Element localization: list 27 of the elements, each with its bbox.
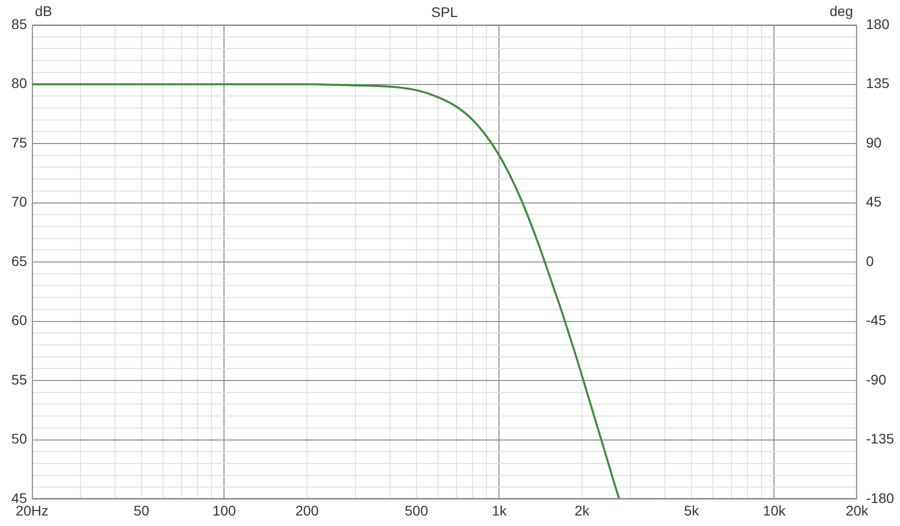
x-tick-label: 1k bbox=[492, 502, 508, 518]
y2-tick-label: 0 bbox=[866, 252, 874, 269]
x-tick-label: 500 bbox=[404, 502, 428, 518]
x-tick-label: 2k bbox=[574, 502, 590, 518]
x-tick-label: 50 bbox=[134, 502, 150, 518]
y2-tick-label: -90 bbox=[866, 371, 886, 388]
y-tick-label: 85 bbox=[11, 16, 28, 32]
x-tick-label: 200 bbox=[295, 502, 319, 518]
y2-axis-title: deg bbox=[830, 2, 853, 19]
y2-tick-label: 90 bbox=[866, 134, 882, 150]
y-axis-title: dB bbox=[35, 2, 52, 19]
y2-tick-label: -135 bbox=[866, 430, 894, 447]
y2-tick-label: -45 bbox=[866, 312, 886, 328]
x-tick-label: 10k bbox=[762, 502, 786, 518]
y2-tick-label: 135 bbox=[866, 75, 890, 92]
y-tick-label: 55 bbox=[11, 371, 28, 388]
y-tick-label: 60 bbox=[11, 312, 28, 328]
y-tick-label: 50 bbox=[11, 430, 28, 447]
chart-title: SPL bbox=[431, 4, 458, 20]
y-tick-label: 80 bbox=[11, 75, 28, 92]
y-tick-label: 70 bbox=[11, 194, 28, 210]
y-tick-label: 75 bbox=[11, 134, 28, 150]
y2-tick-label: 180 bbox=[866, 16, 890, 32]
x-tick-label: 100 bbox=[212, 502, 236, 518]
y-tick-label: 65 bbox=[11, 252, 28, 269]
y2-tick-label: 45 bbox=[866, 194, 882, 210]
x-tick-label: 5k bbox=[684, 502, 700, 518]
